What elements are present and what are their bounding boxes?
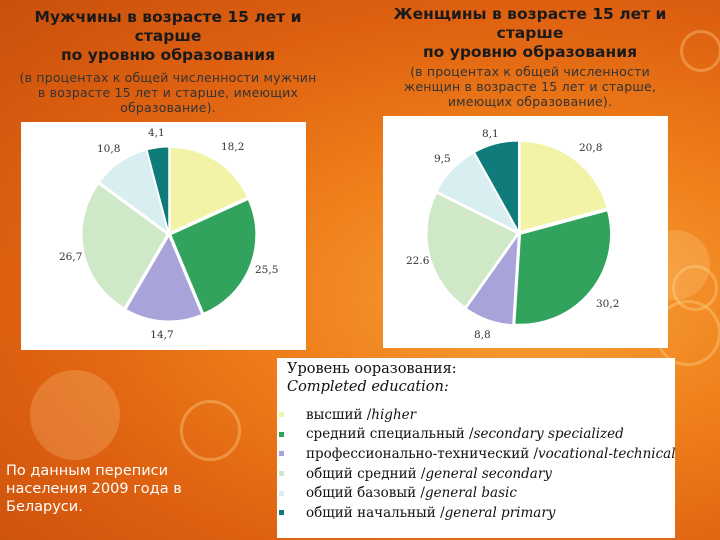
pie-slice-5 xyxy=(98,149,169,234)
legend-label-en: vocational-technical xyxy=(538,445,676,462)
legend-panel: Уровень ооразования: Completed education… xyxy=(277,358,676,538)
legend-swatch xyxy=(279,490,284,496)
legend-swatch xyxy=(279,412,284,418)
women-chart-title: Женщины в возрасте 15 лет и старше по ур… xyxy=(380,5,680,62)
women-pie-chart: 20,8 30,2 8,8 22.6 9,5 8,1 xyxy=(383,116,668,348)
pie-data-label: 10,8 xyxy=(97,143,120,155)
legend-label-ru: профессионально-технический / xyxy=(306,445,539,462)
legend-subtitle: Completed education: xyxy=(287,379,449,395)
women-title-text: Женщины в возрасте 15 лет и старше по ур… xyxy=(393,5,667,61)
legend-label-ru: средний специальный / xyxy=(306,426,474,443)
legend-item: профессионально-технический / vocational… xyxy=(279,444,676,464)
women-pie-svg: 20,8 30,2 8,8 22.6 9,5 8,1 xyxy=(406,128,619,341)
pie-data-label: 20,8 xyxy=(579,142,602,154)
women-chart-subtitle: (в процентах к общей численности женщин … xyxy=(403,64,657,109)
pie-slice-1 xyxy=(169,146,249,234)
legend-item: общий базовый / general basic xyxy=(279,483,676,503)
legend-swatch xyxy=(279,431,284,437)
pie-slice-2 xyxy=(170,198,257,314)
legend-item: общий начальный / general primary xyxy=(279,503,676,523)
legend-label-en: secondary specialized xyxy=(473,426,624,443)
pie-data-label: 25,5 xyxy=(255,264,278,276)
pie-data-label: 30,2 xyxy=(596,298,619,310)
legend-label-ru: общий средний / xyxy=(306,465,426,482)
legend-swatch xyxy=(279,451,284,457)
legend-label-ru: общий начальный / xyxy=(306,504,445,521)
pie-slice-4 xyxy=(426,192,518,308)
pie-data-label: 8,1 xyxy=(482,128,499,140)
legend-label-en: higher xyxy=(371,406,417,423)
pie-slice-1 xyxy=(519,140,608,233)
bokeh-circle xyxy=(680,30,720,72)
pie-data-label: 18,2 xyxy=(221,141,244,153)
legend-label-en: general secondary xyxy=(425,465,552,482)
men-pie-chart: 18,2 25,5 14,7 26,7 10,8 4,1 xyxy=(21,122,306,350)
bokeh-circle xyxy=(180,400,241,461)
legend-item: общий средний / general secondary xyxy=(279,464,676,484)
legend-item: высший / higher xyxy=(279,405,676,425)
pie-slice-3 xyxy=(465,233,519,326)
pie-slice-3 xyxy=(125,234,203,322)
pie-data-label: 26,7 xyxy=(59,251,82,263)
legend-label-en: general basic xyxy=(424,485,517,502)
legend-list: высший / higher средний специальный / sec… xyxy=(279,405,676,523)
pie-data-label: 14,7 xyxy=(150,329,173,341)
pie-slice-4 xyxy=(81,183,168,309)
pie-data-label: 4,1 xyxy=(148,127,165,139)
legend-label-ru: высший / xyxy=(306,406,372,423)
bokeh-circle xyxy=(30,370,120,460)
pie-slice-6 xyxy=(146,146,170,233)
legend-item: средний специальный / secondary speciali… xyxy=(279,425,676,445)
legend-swatch xyxy=(279,471,284,477)
legend-title: Уровень ооразования: xyxy=(287,361,457,377)
pie-slice-6 xyxy=(473,140,519,233)
legend-swatch xyxy=(279,510,284,516)
men-chart-subtitle: (в процентах к общей численности мужчин … xyxy=(19,70,317,115)
men-title-text: Мужчины в возрасте 15 лет и старше по ур… xyxy=(34,8,302,64)
legend-label-ru: общий базовый / xyxy=(306,485,425,502)
pie-slice-2 xyxy=(514,210,612,325)
men-pie-svg: 18,2 25,5 14,7 26,7 10,8 4,1 xyxy=(59,127,278,341)
legend-label-en: general primary xyxy=(444,504,556,521)
pie-slice-5 xyxy=(436,152,519,233)
men-chart-title: Мужчины в возрасте 15 лет и старше по ур… xyxy=(18,8,318,65)
pie-data-label: 22.6 xyxy=(406,255,430,267)
source-footnote: По данным переписи населения 2009 года в… xyxy=(6,463,182,515)
pie-data-label: 9,5 xyxy=(434,153,451,165)
pie-data-label: 8,8 xyxy=(474,329,491,341)
